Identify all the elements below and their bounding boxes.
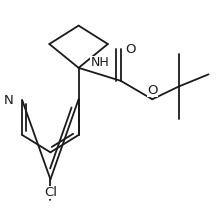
Text: O: O: [125, 43, 136, 56]
Text: N: N: [4, 94, 14, 107]
Text: O: O: [147, 84, 158, 97]
Text: Cl: Cl: [44, 186, 57, 199]
Text: NH: NH: [90, 56, 109, 69]
